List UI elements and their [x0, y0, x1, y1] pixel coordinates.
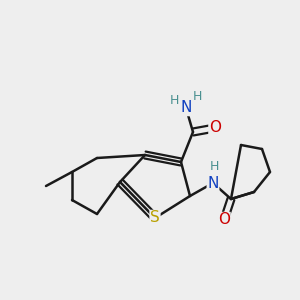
- Text: S: S: [150, 211, 160, 226]
- Text: O: O: [218, 212, 230, 227]
- Text: H: H: [192, 89, 202, 103]
- Text: O: O: [209, 121, 221, 136]
- Text: H: H: [169, 94, 179, 106]
- Text: N: N: [180, 100, 192, 116]
- Text: H: H: [209, 160, 219, 173]
- Text: N: N: [207, 176, 219, 190]
